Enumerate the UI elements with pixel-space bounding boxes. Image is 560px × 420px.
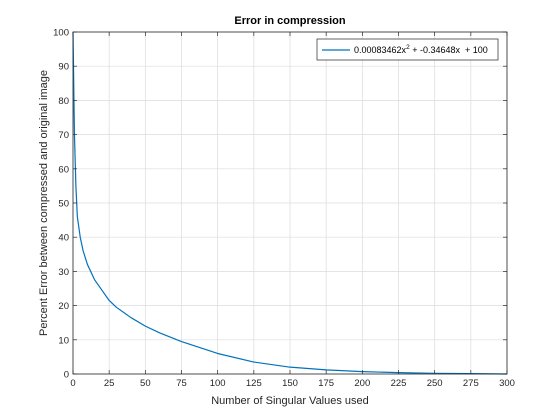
series-layer	[72, 31, 508, 375]
x-axis-label: Number of Singular Values used	[211, 395, 369, 407]
x-tick-label: 250	[427, 378, 443, 389]
ticks-x: 0 25 50 75 100 125 150 175 200 225 250 275 300	[70, 32, 515, 389]
y-tick-label: 50	[58, 199, 69, 210]
legend-exponent: 2	[406, 44, 410, 51]
y-tick-label: 70	[58, 130, 69, 141]
legend-rest: + -0.34648x + 100	[410, 45, 488, 55]
x-tick-label: 0	[70, 378, 75, 389]
y-tick-label: 30	[58, 267, 69, 278]
x-tick-label: 100	[210, 378, 226, 389]
y-axis-label: Percent Error between compressed and ori…	[38, 70, 50, 336]
legend-coef-a: 0.00083462x	[354, 45, 407, 55]
y-tick-label: 80	[58, 96, 69, 107]
y-tick-label: 90	[58, 62, 69, 73]
legend-entry: 0.00083462x2 + -0.34648x + 100	[354, 44, 488, 55]
x-tick-label: 225	[391, 378, 407, 389]
x-tick-label: 125	[246, 378, 262, 389]
x-tick-label: 150	[282, 378, 298, 389]
x-tick-label: 25	[104, 378, 115, 389]
x-tick-label: 300	[499, 378, 515, 389]
y-tick-label: 100	[53, 28, 69, 39]
legend-box	[316, 38, 499, 61]
y-tick-label: 60	[58, 164, 69, 175]
y-tick-label: 20	[58, 301, 69, 312]
series-line	[72, 31, 508, 375]
x-tick-label: 50	[140, 378, 151, 389]
y-tick-label: 0	[64, 370, 69, 381]
legend: 0.00083462x2 + -0.34648x + 100	[316, 38, 499, 61]
y-tick-label: 40	[58, 233, 69, 244]
y-tick-label: 10	[58, 335, 69, 346]
chart-title: Error in compression	[234, 15, 346, 27]
ticks-y: 0 10 20 30 40 50 60 70 80 90 100	[53, 28, 507, 381]
x-tick-label: 200	[354, 378, 370, 389]
x-tick-label: 275	[463, 378, 479, 389]
x-tick-label: 175	[318, 378, 334, 389]
x-tick-label: 75	[176, 378, 187, 389]
